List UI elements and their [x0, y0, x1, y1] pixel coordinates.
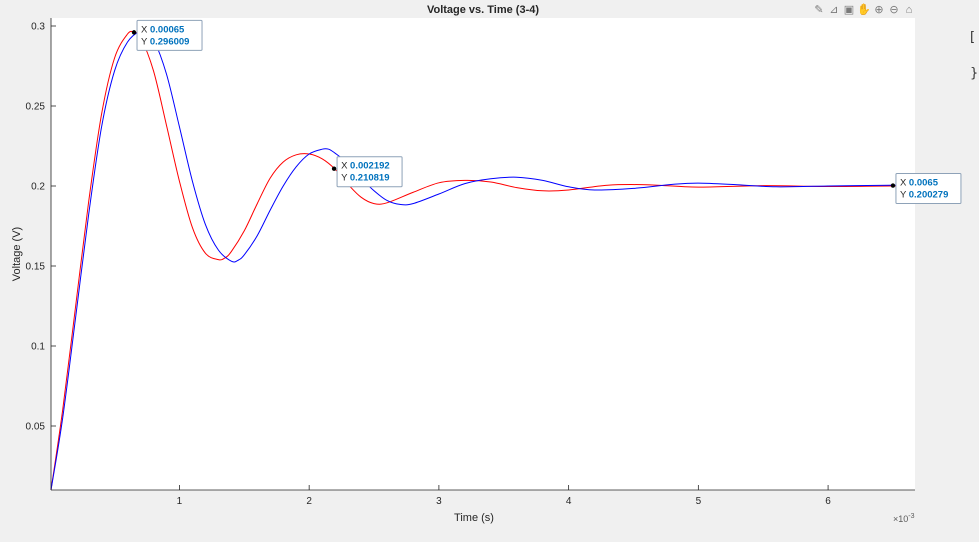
data-tip-box: [136, 19, 203, 51]
y-tick-label: 0.2: [31, 182, 45, 193]
side-bracket-glyph: [: [970, 30, 976, 45]
pan-icon[interactable]: ✋: [857, 4, 871, 16]
x-exponent-base: ×10: [893, 514, 908, 524]
data-tip-marker: [331, 166, 337, 171]
brush-icon[interactable]: ✎: [814, 4, 824, 16]
data-tip-marker: [131, 30, 137, 35]
x-exponent-label: ×10-3: [893, 513, 915, 524]
axes-background: [51, 18, 915, 490]
data-tip-x-text: X 0.00065: [141, 24, 185, 35]
restore-icon[interactable]: ▣: [843, 4, 855, 16]
y-tick-label: 0.15: [26, 262, 46, 273]
x-axis-label: Time (s): [454, 512, 494, 524]
chart-title: Voltage vs. Time (3-4): [427, 4, 539, 16]
axes-toolbar: ✎ ⊿ ▣ ✋ ⊕ ⊖ ⌂: [812, 2, 916, 18]
zoom-in-icon[interactable]: ⊕: [874, 4, 884, 16]
x-ticks: 1 2 3 4 5 6: [177, 485, 831, 507]
data-tip-y-text: Y 0.200279: [900, 190, 948, 201]
x-tick-label: 4: [566, 496, 572, 507]
data-tip-box: [895, 173, 962, 205]
data-tip-y-text: Y 0.210819: [341, 173, 389, 184]
home-icon[interactable]: ⌂: [905, 4, 913, 16]
y-axis-label: Voltage (V): [11, 227, 23, 281]
data-tip-marker: [890, 183, 896, 188]
data-tip-x-text: X 0.002192: [341, 161, 390, 172]
x-tick-label: 2: [306, 496, 312, 507]
x-tick-label: 3: [436, 496, 442, 507]
x-exponent-power: -3: [908, 513, 914, 520]
data-tip-y-text: Y 0.296009: [141, 36, 189, 47]
side-brace-glyph: }: [970, 66, 979, 81]
series-line-1: [50, 30, 916, 491]
y-tick-label: 0.05: [26, 422, 46, 433]
y-tick-label: 0.25: [26, 102, 46, 113]
data-tip-box: [336, 156, 403, 188]
y-tick-label: 0.3: [31, 22, 45, 33]
data-tip-x-text: X 0.0065: [900, 178, 939, 189]
y-tick-label: 0.1: [31, 342, 45, 353]
x-tick-label: 1: [177, 496, 183, 507]
y-ticks: 0.05 0.1 0.15 0.2 0.25 0.3: [26, 22, 56, 433]
zoom-out-icon[interactable]: ⊖: [889, 4, 899, 16]
x-tick-label: 6: [825, 496, 831, 507]
data-tips-icon[interactable]: ⊿: [829, 4, 839, 16]
x-tick-label: 5: [696, 496, 702, 507]
